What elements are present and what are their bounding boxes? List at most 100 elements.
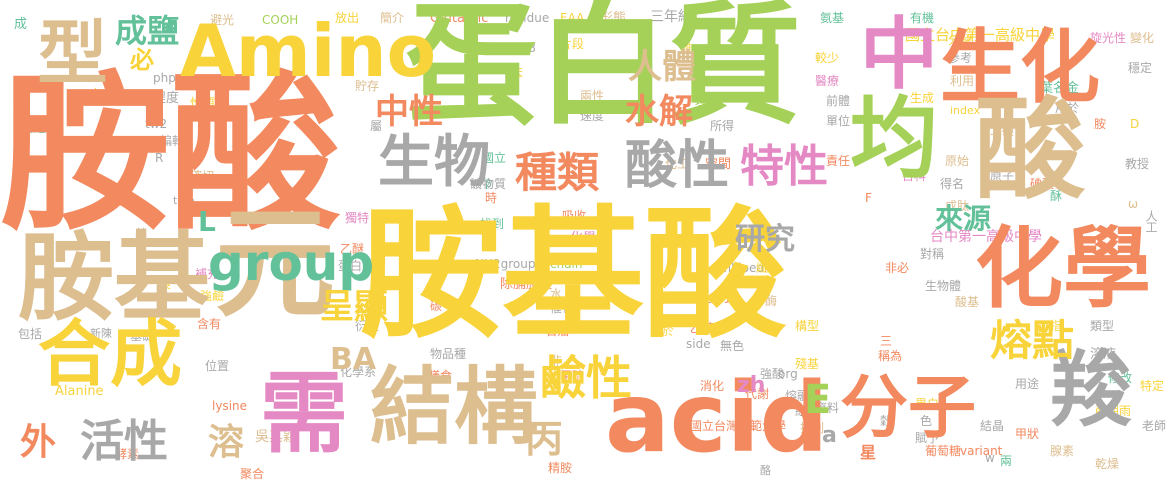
small-word: side: [686, 337, 711, 351]
small-word: 二碘: [990, 124, 1015, 138]
small-word: D: [1130, 117, 1140, 131]
main-word: zh: [737, 373, 766, 398]
small-word: 熔融: [785, 389, 810, 403]
small-word: 性質: [190, 97, 217, 112]
small-word: wikipedia: [718, 261, 775, 275]
small-word: 生物體: [925, 279, 962, 293]
small-word: 殘基: [795, 357, 820, 371]
small-word: http: [20, 159, 45, 173]
small-word: 老師: [1142, 419, 1167, 433]
small-word: 較少: [815, 51, 840, 65]
small-word: 化學式: [700, 291, 737, 305]
small-word: title: [173, 194, 195, 207]
small-word: 找到: [480, 217, 505, 231]
small-word: php: [153, 71, 176, 85]
small-word: 包括: [18, 327, 43, 341]
main-word: 結構: [370, 358, 539, 456]
small-word: 含有: [197, 317, 222, 331]
small-word: 薛朋雨: [1095, 404, 1132, 418]
small-word: 色: [920, 414, 933, 428]
small-word: 甲狀: [1015, 427, 1040, 441]
small-word: 腺素: [1050, 444, 1075, 458]
small-word: 獨特: [345, 211, 370, 225]
small-word: 放出: [335, 11, 360, 25]
small-word: 製造: [20, 121, 47, 136]
main-word: 熔點: [990, 316, 1075, 365]
small-word: 國立台灣師範大學: [690, 419, 787, 433]
main-word: 胺酸: [0, 56, 341, 254]
main-word: 型: [26, 16, 108, 81]
small-word: 有機: [910, 11, 935, 25]
main-word: 胺基: [18, 222, 210, 334]
small-word: Glutamic: [430, 11, 489, 26]
small-word: 乙醇: [690, 321, 715, 335]
small-word: 甲硫: [560, 369, 585, 383]
small-word: 酵素: [115, 447, 140, 461]
small-word: 變化: [1130, 31, 1155, 45]
small-word: Alanine: [55, 384, 104, 399]
small-word: 成肽: [945, 199, 970, 213]
small-word: 膳食: [428, 369, 453, 383]
small-word: chain: [550, 257, 583, 271]
small-word: 台中第一高級中學: [930, 229, 1042, 245]
small-word: 物品種: [430, 347, 467, 361]
main-word: 蛋白質: [405, 0, 801, 143]
small-word: variant: [960, 444, 1003, 458]
small-word: 三年級: [650, 9, 692, 25]
main-word: 特性: [740, 141, 828, 192]
small-word: 時: [485, 191, 498, 205]
main-word: 酸: [975, 86, 1085, 214]
small-word: 理化: [695, 94, 720, 108]
main-word: 種類: [515, 148, 600, 197]
main-word: 鹼性: [540, 351, 632, 405]
main-word: 酸性: [625, 136, 730, 196]
small-word: R: [155, 151, 164, 165]
main-word: 外: [20, 422, 57, 463]
small-word: 強鹼: [200, 289, 225, 303]
small-word: 原子: [990, 169, 1015, 183]
small-word: 水: [550, 287, 563, 301]
small-word: 非: [550, 354, 563, 368]
small-word: 成: [14, 17, 28, 32]
small-word: 化學科: [570, 231, 610, 246]
main-word: E: [804, 377, 832, 423]
main-word: 羧: [1050, 343, 1133, 438]
main-word: 均: [850, 87, 939, 190]
small-word: 碘酸: [1030, 177, 1055, 191]
small-word: org: [778, 367, 798, 381]
small-word: ω: [1128, 197, 1139, 211]
small-word: 化工: [665, 157, 690, 171]
small-word: 用於: [1055, 101, 1080, 115]
small-word: 吸收: [562, 209, 587, 223]
small-word: 空間: [705, 157, 732, 172]
small-word: 責任: [826, 154, 851, 168]
small-word: 人工: [1144, 210, 1158, 233]
small-word: 教授: [1125, 157, 1150, 171]
small-word: 補充: [195, 267, 220, 281]
main-word: 生化: [940, 21, 1100, 114]
small-word: 苯: [510, 67, 524, 82]
small-word: 生成: [910, 91, 935, 105]
small-word: 參考: [948, 51, 973, 65]
small-word: 片段: [560, 37, 585, 51]
small-word: B8: [520, 41, 536, 55]
small-word: 溶液: [1090, 347, 1117, 362]
small-word: 類型: [1090, 319, 1115, 333]
small-word: 碳: [430, 299, 443, 313]
small-word: 乾燥: [1095, 457, 1120, 471]
main-word: 元: [215, 195, 335, 334]
main-word: 溶: [208, 422, 245, 463]
small-word: 指: [1050, 319, 1063, 333]
small-word: 無色: [720, 339, 745, 353]
small-word: 基礎: [130, 329, 155, 343]
small-word: 程度: [153, 91, 180, 106]
small-word: 非必: [885, 261, 910, 275]
small-word: 單位: [826, 114, 851, 128]
main-word: 人體: [628, 47, 696, 87]
small-word: 氨基: [820, 11, 845, 25]
small-word: 三: [880, 334, 893, 348]
small-word: 強酸: [760, 367, 785, 381]
main-word: acid: [605, 362, 829, 474]
small-word: 簡介: [380, 11, 405, 25]
